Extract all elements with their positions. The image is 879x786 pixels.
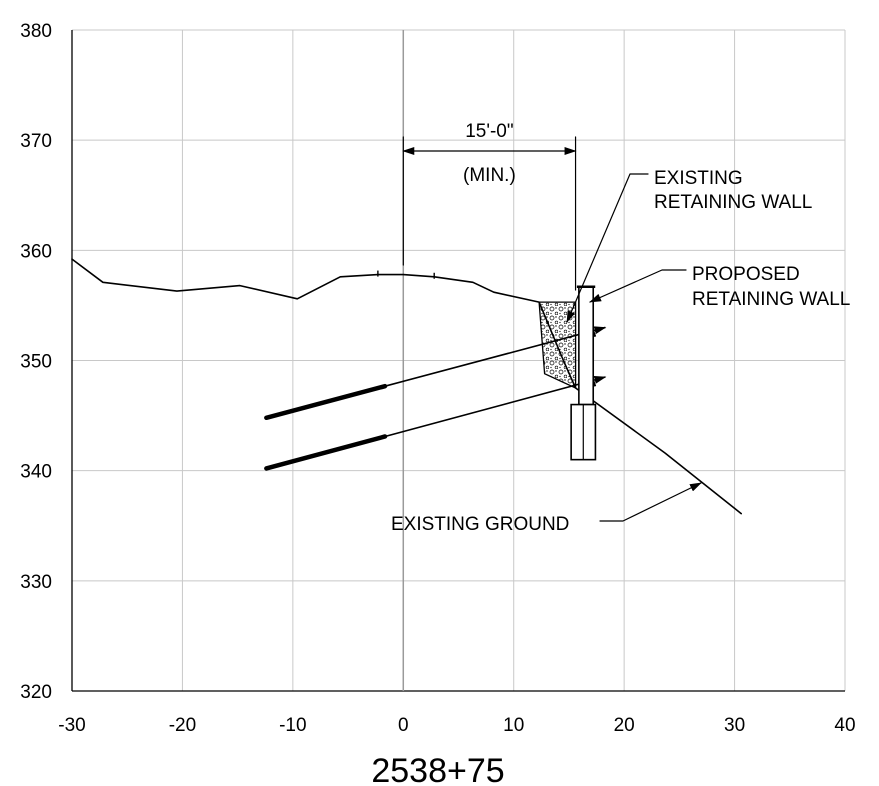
y-tick-labels: 380 370 360 350 340 330 320 xyxy=(20,21,52,703)
existing-wall-label-line2: RETAINING WALL xyxy=(654,192,812,213)
proposed-wall-label-line2: RETAINING WALL xyxy=(692,289,850,310)
existing-wall-label-line1: EXISTING xyxy=(654,168,743,189)
proposed-retaining-wall xyxy=(570,285,597,461)
y-tick-label: 350 xyxy=(20,352,52,373)
x-tick-label: 20 xyxy=(614,715,635,736)
y-tick-label: 380 xyxy=(20,21,52,42)
x-tick-label: -10 xyxy=(279,715,306,736)
y-tick-label: 340 xyxy=(20,462,52,483)
proposed-wall-stem xyxy=(578,285,595,406)
tieback-bond-zone xyxy=(264,434,388,471)
existing-wall-leader xyxy=(566,173,649,323)
existing-ground-label: EXISTING GROUND xyxy=(391,514,569,535)
x-tick-label: 40 xyxy=(834,715,855,736)
y-tick-label: 330 xyxy=(20,572,52,593)
proposed-wall-label-line1: PROPOSED xyxy=(692,264,800,285)
y-tick-label: 320 xyxy=(20,682,52,703)
x-tick-label: -20 xyxy=(169,715,196,736)
x-tick-label: 10 xyxy=(503,715,524,736)
grid-lines xyxy=(71,29,846,692)
x-tick-label: -30 xyxy=(58,715,85,736)
existing-ground-leader xyxy=(599,482,702,522)
x-tick-label: 30 xyxy=(724,715,745,736)
y-tick-label: 360 xyxy=(20,241,52,262)
proposed-wall-leader xyxy=(589,269,687,303)
x-tick-labels: -30 -20 -10 0 10 20 30 40 xyxy=(58,715,855,736)
callout-labels: EXISTING RETAINING WALL PROPOSED RETAINI… xyxy=(391,168,850,535)
axes xyxy=(71,30,845,692)
y-tick-label: 370 xyxy=(20,131,52,152)
dimension-text: 15'-0" xyxy=(465,121,513,142)
dimension-15ft-min: 15'-0" (MIN.) xyxy=(402,121,577,291)
station-label: 2538+75 xyxy=(371,752,504,786)
dimension-note: (MIN.) xyxy=(463,165,516,186)
x-tick-label: 0 xyxy=(398,715,409,736)
tieback-bond-zone xyxy=(264,383,388,421)
existing-ground-line xyxy=(71,258,742,515)
